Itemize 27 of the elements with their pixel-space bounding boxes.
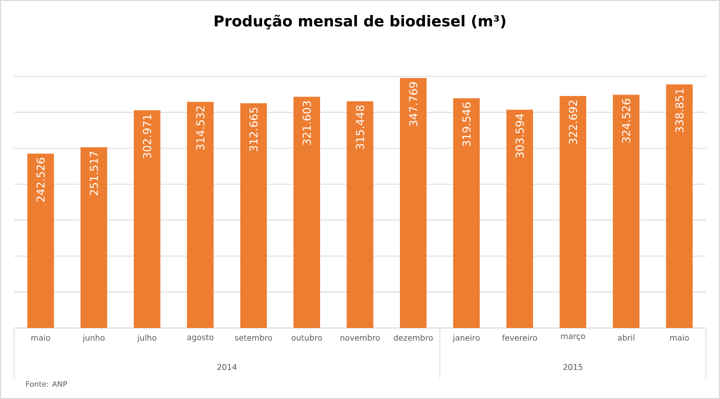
data-label: 302.971 [142, 114, 152, 158]
bar [506, 110, 534, 328]
bar [666, 84, 693, 328]
data-label: 324.526 [622, 98, 630, 143]
bar [293, 96, 320, 328]
bar [612, 94, 640, 328]
bar [560, 96, 586, 328]
bar [346, 101, 374, 328]
bar [134, 110, 160, 328]
bar [400, 78, 427, 328]
data-label: 251.517 [90, 152, 98, 196]
data-label: 321.603 [302, 101, 311, 145]
data-label: 338.851 [675, 88, 684, 132]
chart-title: Produção mensal de biodiesel (m³) [214, 14, 506, 30]
data-label: 314.532 [196, 106, 204, 150]
data-label: 322.692 [568, 100, 578, 144]
bar [27, 154, 54, 328]
data-label: 303.594 [516, 114, 524, 158]
bar [240, 103, 267, 328]
bar [187, 102, 214, 328]
bar [453, 98, 480, 328]
bar [80, 147, 108, 328]
data-label: 242.526 [36, 158, 45, 202]
data-label: 315.448 [356, 106, 364, 150]
data-label: 312.665 [249, 108, 258, 152]
data-label: 347.769 [409, 82, 418, 126]
data-label: 319.546 [462, 102, 471, 146]
